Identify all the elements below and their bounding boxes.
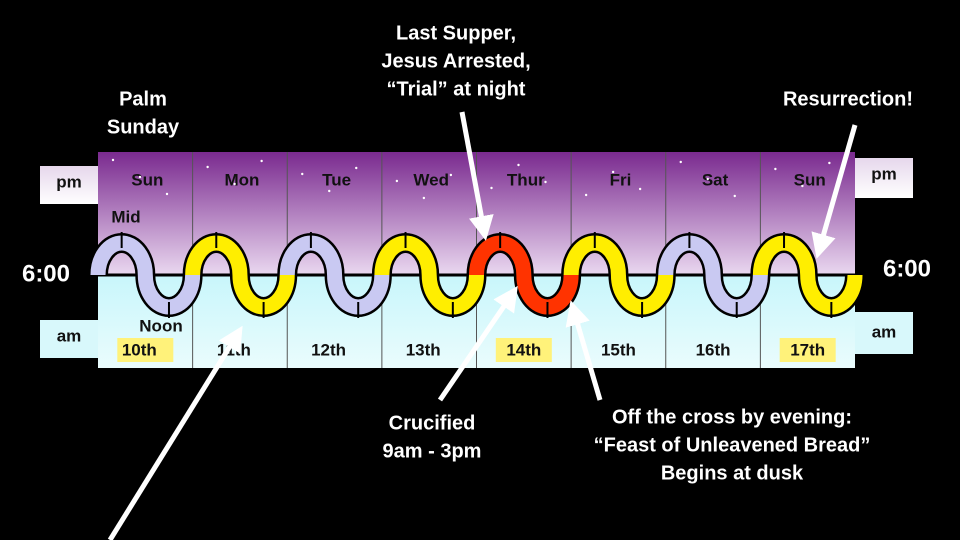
star [260, 159, 263, 163]
day-label: Mon [224, 170, 259, 189]
crucified-label: Crucified [389, 412, 476, 434]
star [165, 192, 169, 196]
last-supper-label: Jesus Arrested, [381, 50, 530, 72]
star [584, 193, 588, 197]
day-label: Sun [131, 170, 163, 189]
am-box [40, 320, 98, 358]
day-label: Tue [322, 170, 351, 189]
day-label: Sun [794, 170, 826, 189]
am-box [855, 312, 913, 354]
time-label: 6:00 [883, 255, 931, 282]
time-label: 6:00 [22, 260, 70, 287]
star [301, 172, 304, 176]
star [774, 167, 777, 171]
palm-sunday-label: Sunday [107, 116, 180, 138]
star [233, 182, 236, 186]
date-label: 16th [696, 340, 731, 359]
date-label: 12th [311, 340, 346, 359]
star [679, 160, 682, 164]
star [611, 170, 615, 174]
day-label: Sat [702, 170, 729, 189]
palm-sunday-label: Palm [119, 88, 167, 110]
star [801, 184, 804, 188]
date-label: 13th [406, 340, 441, 359]
star [206, 165, 209, 169]
date-label: 10th [122, 340, 157, 359]
off-cross-label: “Feast of Unleavened Bread” [594, 434, 871, 456]
off-cross-label: Off the cross by evening: [612, 406, 852, 428]
star [490, 186, 493, 190]
star [544, 180, 547, 184]
am-label: am [57, 326, 82, 345]
date-label: 15th [601, 340, 636, 359]
day-label: Fri [610, 170, 632, 189]
star [111, 158, 115, 162]
arrow [107, 325, 243, 540]
pm-label: pm [871, 164, 897, 183]
star [733, 194, 736, 198]
pm-label: pm [56, 172, 82, 191]
star [422, 196, 426, 200]
mid-label: Mid [111, 207, 140, 226]
arrow [437, 285, 518, 402]
pm-box [40, 166, 98, 204]
star [138, 175, 142, 179]
day-label: Wed [413, 170, 449, 189]
star [517, 163, 520, 167]
star [395, 179, 399, 183]
star [355, 166, 358, 170]
star [828, 161, 831, 165]
last-supper-label: Last Supper, [396, 22, 516, 44]
off-cross-label: Begins at dusk [661, 462, 804, 484]
star [328, 189, 331, 193]
date-highlight [495, 338, 552, 362]
arrow [565, 300, 603, 401]
arrow [811, 124, 858, 259]
date-highlight [779, 338, 836, 362]
noon-label: Noon [139, 316, 182, 335]
arrow [459, 111, 494, 241]
pm-box [855, 158, 913, 198]
date-highlight [117, 338, 174, 362]
date-label: 17th [790, 340, 825, 359]
resurrection-label: Resurrection! [783, 88, 913, 110]
am-label: am [872, 322, 897, 341]
crucified-label: 9am - 3pm [383, 440, 482, 462]
date-label: 14th [506, 340, 541, 359]
day-label: Thur [507, 170, 545, 189]
star [706, 177, 709, 181]
star [638, 187, 642, 191]
last-supper-label: “Trial” at night [387, 78, 526, 100]
star [449, 173, 453, 177]
